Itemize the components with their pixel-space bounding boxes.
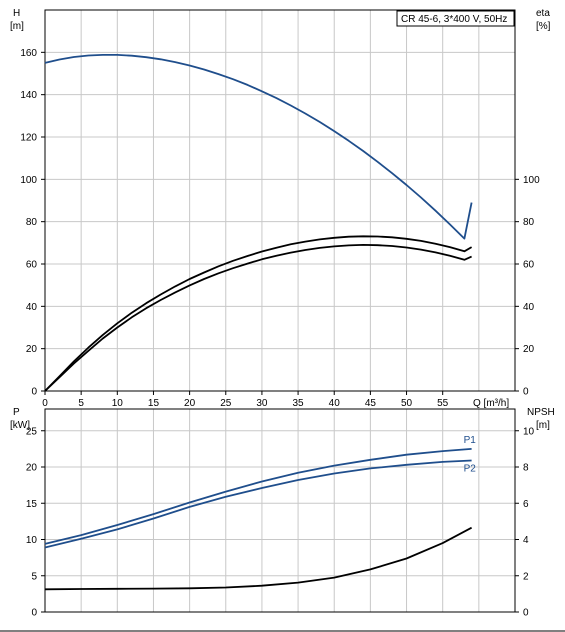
right-axis-title: eta xyxy=(536,8,550,19)
right-tick-label: 60 xyxy=(523,260,535,271)
left-axis-title: H xyxy=(13,8,20,19)
x-tick-label: 5 xyxy=(78,398,84,409)
x-axis-title: Q [m³/h] xyxy=(473,398,509,409)
x-tick-label: 35 xyxy=(293,398,305,409)
power-npsh-panel: 0 5 10 15 20 25 0 2 4 6 8 10 P [kW] NPSH [m] P1 P2 xyxy=(10,407,555,619)
x-tick-label: 0 xyxy=(42,398,48,409)
left-axis-unit: [kW] xyxy=(10,420,30,431)
x-tick-label: 15 xyxy=(148,398,160,409)
left-tick-label: 15 xyxy=(26,499,38,510)
left-tick-label: 160 xyxy=(20,48,37,59)
left-tick-label: 120 xyxy=(20,133,37,144)
series-line-1-0 xyxy=(44,448,472,545)
right-tick-label: 0 xyxy=(523,387,529,398)
series-line-1-2 xyxy=(44,526,473,591)
left-tick-label: 0 xyxy=(31,608,37,619)
right-tick-label: 0 xyxy=(523,608,529,619)
left-axis-title: P xyxy=(13,407,20,418)
x-tick-label: 55 xyxy=(437,398,449,409)
series-label: P1 xyxy=(464,435,477,446)
x-tick-label: 40 xyxy=(329,398,341,409)
series-line-0-0 xyxy=(44,54,473,240)
x-tick-label: 20 xyxy=(184,398,196,409)
series-line-0-2 xyxy=(44,243,472,392)
left-tick-label: 140 xyxy=(20,90,37,101)
left-tick-label: 100 xyxy=(20,175,37,186)
left-tick-label: 20 xyxy=(26,463,38,474)
x-tick-label: 45 xyxy=(365,398,377,409)
left-tick-label: 25 xyxy=(26,426,38,437)
right-tick-label: 20 xyxy=(523,344,535,355)
x-tick-label: 25 xyxy=(220,398,232,409)
right-axis-title: NPSH xyxy=(527,407,555,418)
left-tick-label: 80 xyxy=(26,217,38,228)
left-tick-label: 40 xyxy=(26,302,38,313)
left-tick-label: 0 xyxy=(31,387,37,398)
x-tick-label: 10 xyxy=(112,398,124,409)
left-axis-unit: [m] xyxy=(10,21,24,32)
plot-frame xyxy=(44,408,516,613)
head-efficiency-panel: 020406080100120140160020406080100H[m]eta… xyxy=(10,8,551,409)
series-label: P2 xyxy=(464,463,477,474)
left-tick-label: 60 xyxy=(26,260,38,271)
left-tick-label: 10 xyxy=(26,535,38,546)
left-tick-label: 5 xyxy=(31,571,37,582)
series-line-0-1 xyxy=(44,235,473,392)
right-tick-label: 100 xyxy=(523,175,540,186)
plot-frame xyxy=(44,9,516,392)
left-tick-label: 20 xyxy=(26,344,38,355)
right-tick-label: 2 xyxy=(523,571,529,582)
chart-title-box xyxy=(396,10,515,27)
right-axis-unit: [m] xyxy=(536,420,550,431)
right-tick-label: 40 xyxy=(523,302,535,313)
chart-title: CR 45-6, 3*400 V, 50Hz xyxy=(401,14,507,25)
right-tick-label: 6 xyxy=(523,499,529,510)
x-tick-label: 50 xyxy=(401,398,413,409)
right-tick-label: 4 xyxy=(523,535,529,546)
series-line-1-1 xyxy=(44,459,472,549)
right-axis-unit: [%] xyxy=(536,21,551,32)
right-tick-label: 8 xyxy=(523,463,529,474)
right-tick-label: 80 xyxy=(523,217,535,228)
x-tick-label: 30 xyxy=(256,398,268,409)
right-tick-label: 10 xyxy=(523,426,535,437)
